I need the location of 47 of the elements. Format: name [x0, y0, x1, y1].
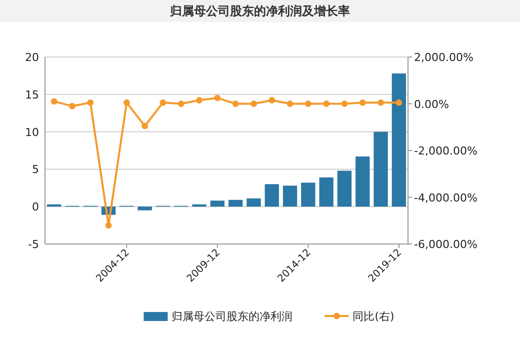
bar: [392, 73, 406, 207]
point: [323, 100, 330, 107]
y-tick-label: 10: [25, 126, 39, 139]
bar: [192, 204, 206, 207]
bar: [337, 170, 352, 207]
point: [378, 99, 384, 106]
point: [286, 100, 294, 107]
legend-label: 同比(右): [352, 310, 394, 323]
bar: [301, 182, 316, 207]
point: [160, 99, 166, 106]
point: [123, 99, 130, 106]
bar: [246, 198, 261, 207]
y2-tick-label: -2,000.00%: [414, 144, 478, 158]
point: [69, 102, 76, 110]
y2-tick-label: 0.00%: [414, 98, 449, 111]
point: [142, 122, 148, 130]
bar: [374, 132, 388, 207]
point: [359, 99, 366, 106]
y2-tick-label: -6,000.00%: [414, 238, 478, 251]
y-tick-label: 5: [32, 163, 39, 176]
bar: [138, 206, 152, 210]
chart-title: 归属母公司股东的净利润及增长率: [169, 4, 350, 18]
bar: [228, 200, 243, 207]
bar: [319, 177, 334, 207]
point: [341, 100, 348, 107]
y-tick-label: 15: [25, 88, 39, 102]
y-tick-label: -5: [28, 238, 39, 251]
point: [50, 98, 58, 105]
bar: [356, 156, 370, 207]
point: [178, 100, 184, 107]
bar: [210, 200, 225, 207]
bar: [264, 184, 279, 207]
y2-tick-label: 2,000.00%: [414, 51, 474, 64]
y2-tick-label: -4,000.00%: [414, 191, 478, 204]
point: [250, 100, 257, 107]
point: [396, 99, 402, 106]
legend-label: 归属母公司股东的净利润: [172, 310, 293, 323]
point: [214, 94, 221, 102]
point: [105, 222, 112, 228]
y-tick-label: 0: [32, 200, 39, 214]
bar: [282, 186, 298, 207]
point: [304, 100, 312, 107]
point: [268, 97, 276, 104]
y-tick-label: 20: [25, 51, 39, 64]
point: [87, 99, 94, 106]
point: [232, 100, 239, 107]
point: [196, 97, 202, 104]
